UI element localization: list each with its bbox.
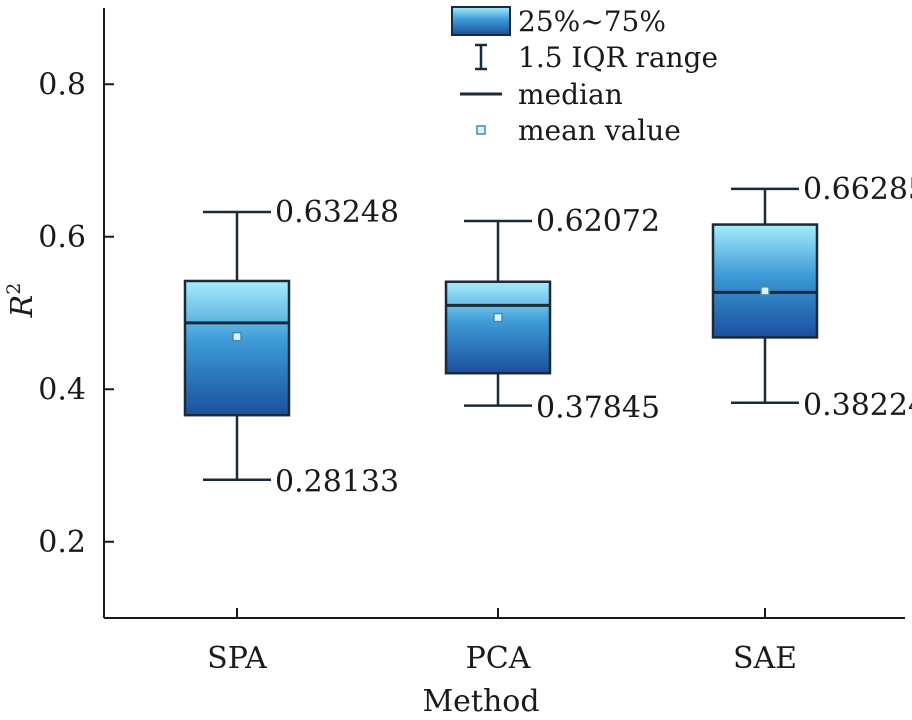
legend-mean-swatch	[476, 125, 486, 135]
legend-label: mean value	[518, 114, 681, 147]
iqr-box	[183, 279, 291, 417]
box-sae: 0.66285 0.38224	[711, 172, 912, 423]
box-spa: 0.63248 0.28133	[183, 195, 399, 500]
y-axis-ticks: 0.2 0.4 0.6 0.8	[38, 67, 114, 560]
y-tick-label: 0.6	[38, 220, 86, 255]
whisker-high-label: 0.63248	[275, 195, 399, 230]
y-axis-title-superscript: 2	[3, 283, 25, 295]
y-axis-title-main: R	[5, 295, 40, 319]
iqr-box	[711, 223, 819, 339]
y-tick-label: 0.4	[38, 372, 86, 407]
mean-marker	[760, 286, 770, 296]
mean-marker	[232, 331, 242, 342]
x-axis-ticks: SPA PCA SAE	[207, 608, 797, 676]
x-tick-label: SAE	[733, 641, 797, 676]
x-tick-label: PCA	[466, 641, 531, 676]
x-tick-label: SPA	[207, 641, 267, 676]
whisker-high-label: 0.66285	[803, 172, 912, 207]
y-tick-label: 0.2	[38, 525, 86, 560]
y-axis-title: R2	[3, 283, 40, 319]
x-axis-title: Method	[422, 684, 539, 719]
whisker-low-label: 0.37845	[536, 391, 660, 426]
legend-label: 25%~75%	[518, 5, 666, 38]
legend-label: median	[518, 78, 623, 111]
legend-box-swatch	[451, 6, 511, 36]
whisker-high-label: 0.62072	[536, 204, 660, 239]
whisker-low-label: 0.38224	[803, 388, 912, 423]
iqr-box	[444, 280, 552, 375]
y-tick-label: 0.8	[38, 67, 86, 102]
svg-text:R2: R2	[3, 283, 40, 319]
box-pca: 0.62072 0.37845	[444, 204, 660, 426]
whisker-low-label: 0.28133	[275, 465, 399, 500]
box-series: 0.63248 0.28133 0.62072 0.37845 0.66285 0.382…	[183, 172, 912, 500]
legend-label: 1.5 IQR range	[518, 41, 718, 74]
mean-marker	[493, 312, 503, 323]
